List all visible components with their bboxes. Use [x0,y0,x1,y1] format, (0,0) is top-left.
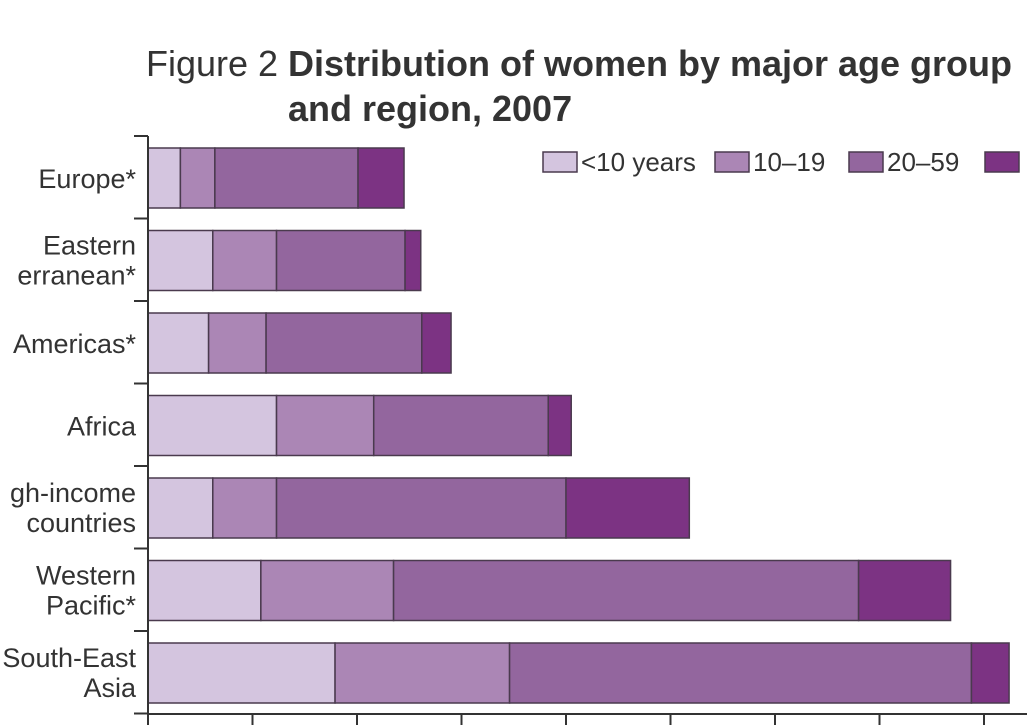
bar-segment-4-3 [565,477,691,539]
bar-segment-2-3 [421,312,452,374]
bar-segment-1-2 [275,229,406,292]
figure-number: Figure 2 [146,43,278,84]
category-label: Asia [83,673,137,703]
legend-label-1: 10–19 [753,147,825,177]
bars-group [147,147,1010,704]
category-label: gh-income [10,478,136,508]
bar-segment-2-2 [265,312,423,374]
bar-segment-2-1 [207,312,267,374]
bar-segment-1-1 [212,229,278,292]
chart-legend: <10 years 10–19 20–59 [542,147,1020,177]
category-label: Eastern [43,231,136,261]
bar-segment-6-3 [970,642,1010,704]
category-label: Pacific* [46,591,137,621]
bar-segment-0-0 [147,147,182,209]
bar-segment-4-1 [212,477,278,539]
bar-segment-0-2 [214,147,359,209]
category-label: Europe* [38,164,136,194]
bar-segment-6-0 [147,642,336,704]
legend-swatch-2 [848,151,884,173]
legend-label-2: 20–59 [887,147,959,177]
bar-segment-4-2 [275,477,567,539]
legend-swatch-0 [542,151,578,173]
category-label: Americas* [13,329,137,359]
chart-title-line-2: and region, 2007 [288,88,572,129]
bar-segment-2-0 [147,312,210,374]
bar-segment-5-3 [857,559,952,622]
bar-segment-1-3 [404,229,422,292]
category-label: countries [26,508,136,538]
bar-segment-1-0 [147,229,214,292]
bar-segment-0-1 [179,147,216,209]
bar-segment-6-2 [508,642,973,704]
legend-label-0: <10 years [581,147,696,177]
bar-segment-4-0 [147,477,214,539]
category-label: South-East [2,643,136,673]
bar-segment-0-3 [357,147,405,209]
bar-segment-6-1 [334,642,511,704]
bar-segment-3-1 [275,394,375,457]
bar-segment-5-2 [392,559,860,622]
bar-segment-3-0 [147,394,278,457]
legend-swatch-1 [714,151,750,173]
bar-segment-5-1 [260,559,395,622]
category-label: Africa [67,412,137,442]
bar-segment-5-0 [147,559,262,622]
bar-segment-3-2 [372,394,549,457]
category-label: Western [36,561,136,591]
chart-axes [134,135,1027,725]
legend-swatch-3 [984,151,1020,173]
chart-title-line-1: Distribution of women by major age group [288,43,1012,84]
bar-segment-3-3 [547,394,572,457]
category-label: erranean* [17,261,136,291]
